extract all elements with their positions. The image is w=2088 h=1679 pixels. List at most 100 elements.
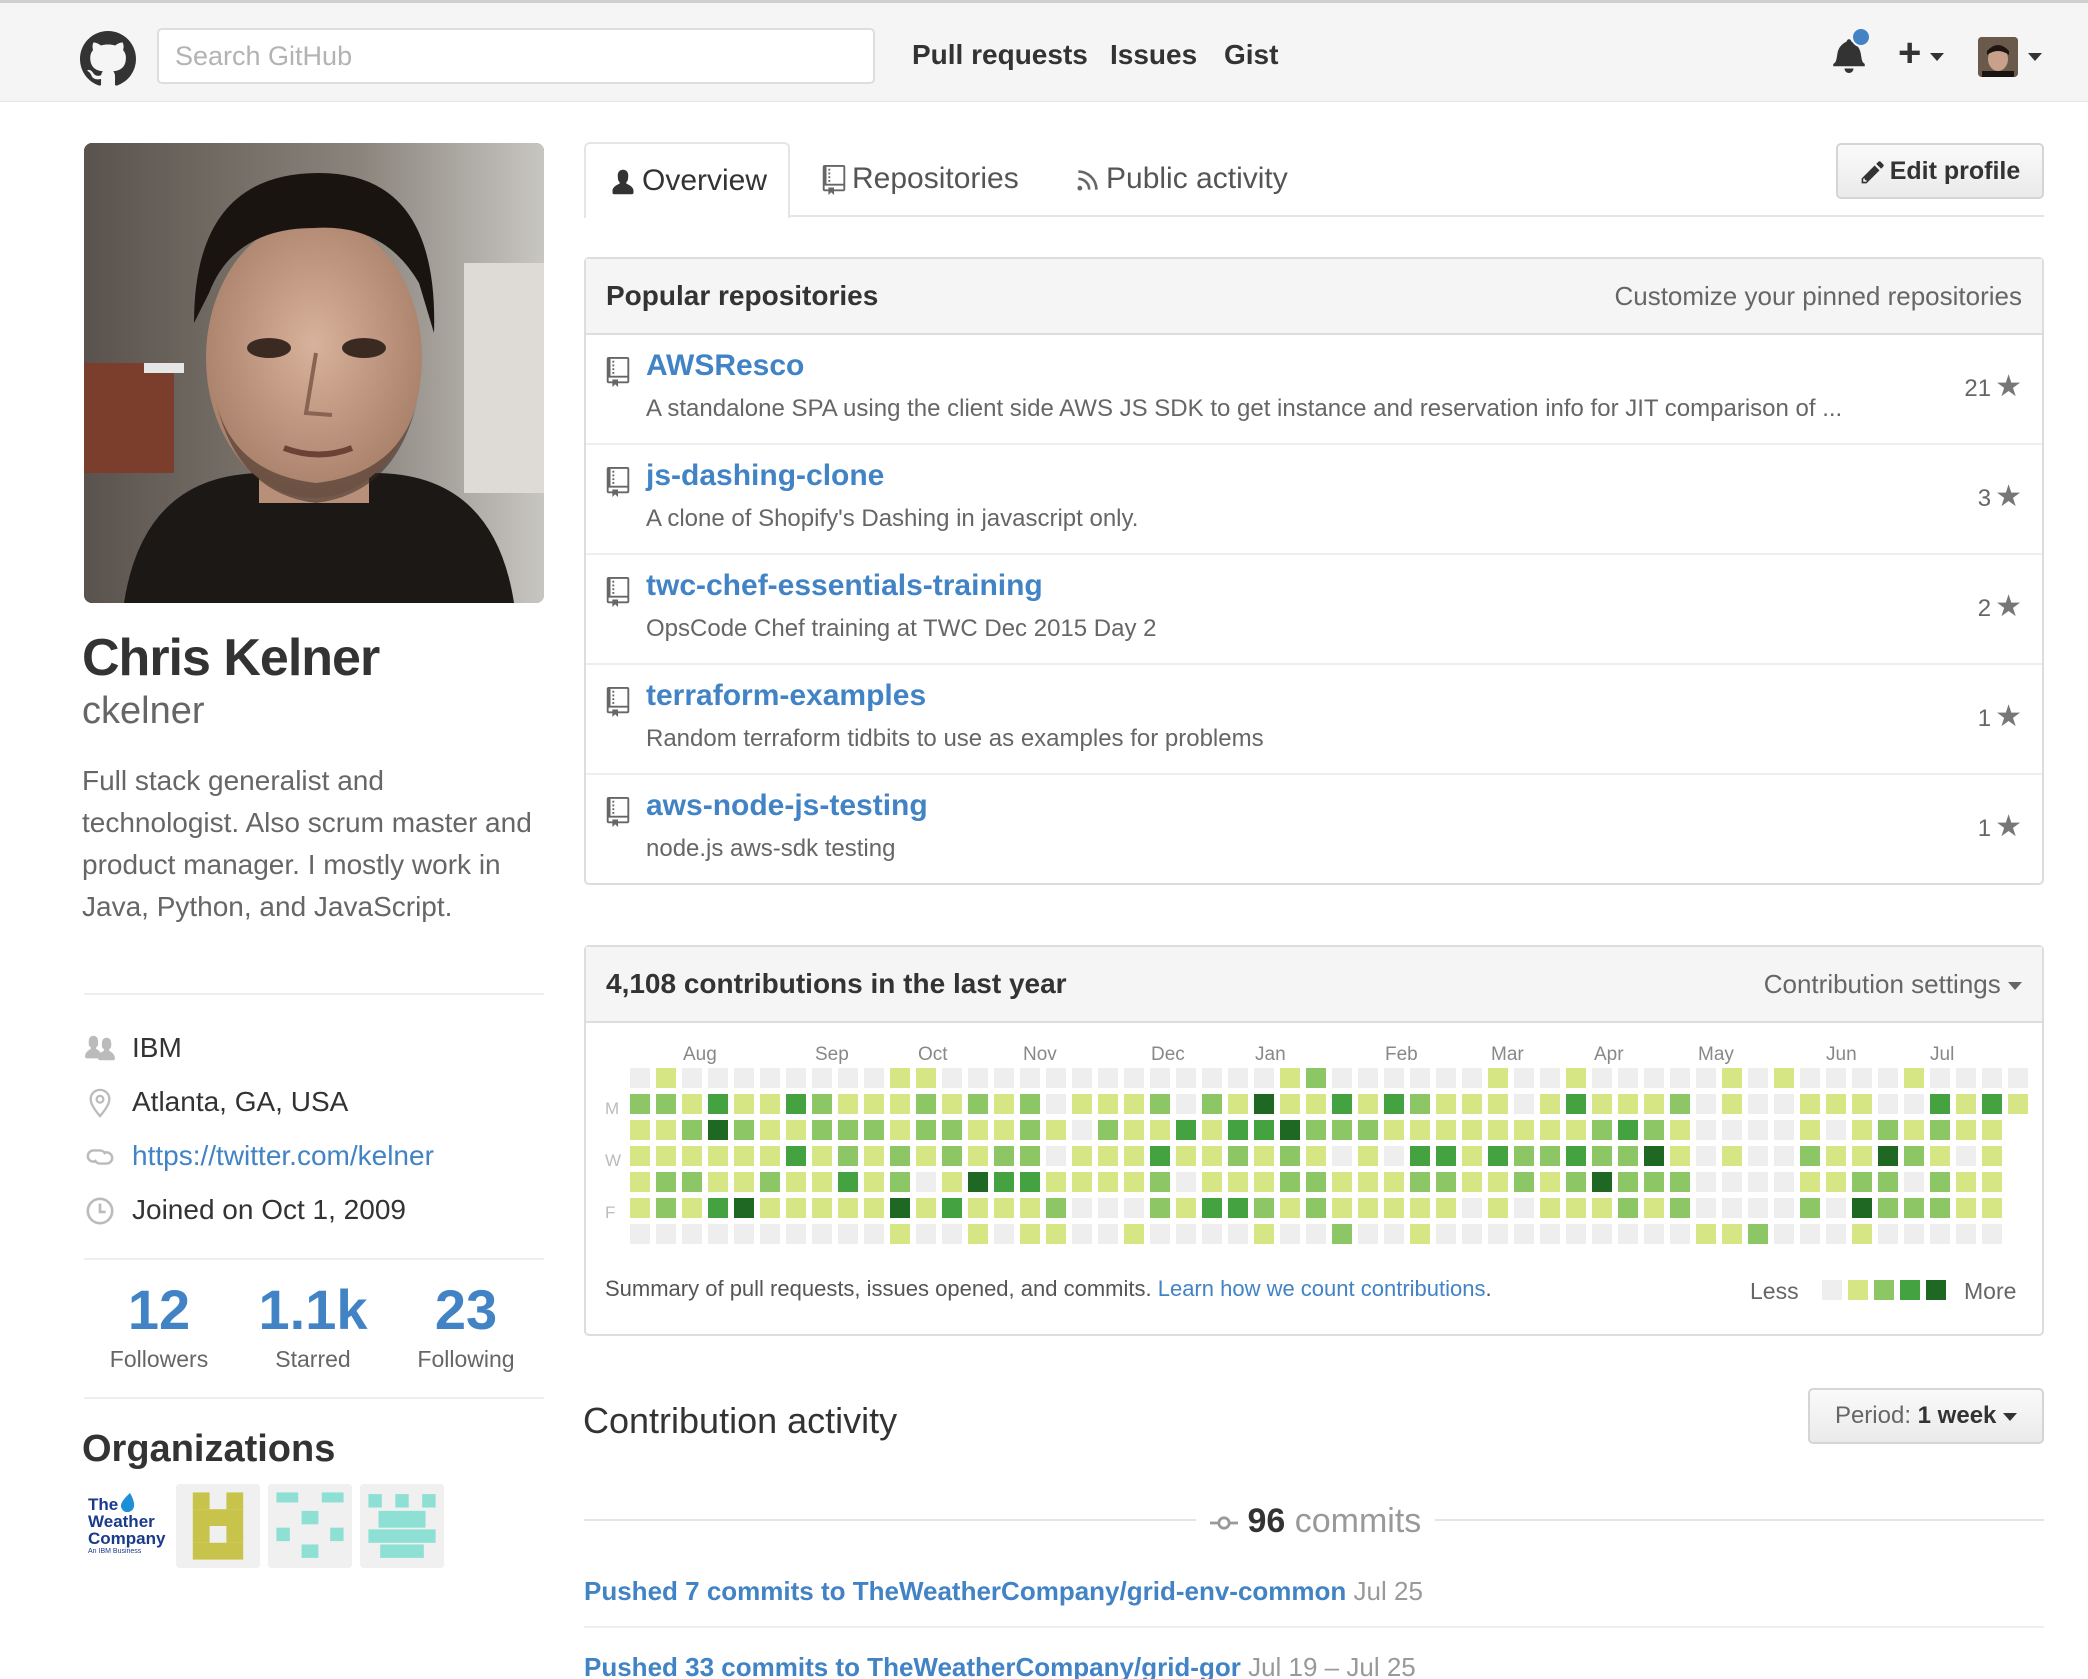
calendar-day-cell[interactable] <box>1332 1120 1352 1140</box>
calendar-day-cell[interactable] <box>786 1198 806 1218</box>
repo-stars[interactable]: 2 ★ <box>1978 589 2022 624</box>
calendar-day-cell[interactable] <box>1384 1146 1404 1166</box>
calendar-day-cell[interactable] <box>1956 1094 1976 1114</box>
calendar-day-cell[interactable] <box>1254 1172 1274 1192</box>
following-stat[interactable]: 23 Following <box>391 1278 541 1373</box>
calendar-day-cell[interactable] <box>1540 1198 1560 1218</box>
calendar-day-cell[interactable] <box>1670 1146 1690 1166</box>
calendar-day-cell[interactable] <box>1956 1120 1976 1140</box>
push-event[interactable]: Pushed 7 commits to TheWeatherCompany/gr… <box>584 1576 1423 1607</box>
calendar-day-cell[interactable] <box>1618 1198 1638 1218</box>
calendar-day-cell[interactable] <box>1644 1094 1664 1114</box>
calendar-day-cell[interactable] <box>1592 1068 1612 1088</box>
calendar-day-cell[interactable] <box>1254 1094 1274 1114</box>
calendar-day-cell[interactable] <box>1072 1146 1092 1166</box>
calendar-day-cell[interactable] <box>1254 1146 1274 1166</box>
calendar-day-cell[interactable] <box>708 1146 728 1166</box>
calendar-day-cell[interactable] <box>1878 1224 1898 1244</box>
calendar-day-cell[interactable] <box>1488 1094 1508 1114</box>
calendar-day-cell[interactable] <box>1670 1224 1690 1244</box>
calendar-day-cell[interactable] <box>916 1094 936 1114</box>
calendar-day-cell[interactable] <box>1774 1172 1794 1192</box>
calendar-day-cell[interactable] <box>2008 1094 2028 1114</box>
calendar-day-cell[interactable] <box>1566 1120 1586 1140</box>
calendar-day-cell[interactable] <box>812 1172 832 1192</box>
calendar-day-cell[interactable] <box>1098 1068 1118 1088</box>
calendar-day-cell[interactable] <box>1358 1094 1378 1114</box>
chevron-down-icon[interactable] <box>2028 53 2042 61</box>
calendar-day-cell[interactable] <box>1852 1068 1872 1088</box>
calendar-day-cell[interactable] <box>1410 1094 1430 1114</box>
calendar-day-cell[interactable] <box>1176 1198 1196 1218</box>
calendar-day-cell[interactable] <box>1618 1068 1638 1088</box>
calendar-day-cell[interactable] <box>994 1198 1014 1218</box>
calendar-day-cell[interactable] <box>1436 1146 1456 1166</box>
calendar-day-cell[interactable] <box>786 1120 806 1140</box>
calendar-day-cell[interactable] <box>1462 1120 1482 1140</box>
calendar-day-cell[interactable] <box>1592 1094 1612 1114</box>
calendar-day-cell[interactable] <box>682 1146 702 1166</box>
calendar-day-cell[interactable] <box>734 1068 754 1088</box>
repo-stars[interactable]: 3 ★ <box>1978 479 2022 514</box>
calendar-day-cell[interactable] <box>1202 1198 1222 1218</box>
calendar-day-cell[interactable] <box>1800 1224 1820 1244</box>
calendar-day-cell[interactable] <box>1176 1068 1196 1088</box>
calendar-day-cell[interactable] <box>1930 1120 1950 1140</box>
calendar-day-cell[interactable] <box>1358 1224 1378 1244</box>
tab-public-activity[interactable]: Public activity <box>1076 142 1288 216</box>
calendar-day-cell[interactable] <box>1384 1120 1404 1140</box>
calendar-day-cell[interactable] <box>1306 1172 1326 1192</box>
calendar-day-cell[interactable] <box>1878 1172 1898 1192</box>
calendar-day-cell[interactable] <box>656 1172 676 1192</box>
calendar-day-cell[interactable] <box>1072 1198 1092 1218</box>
calendar-day-cell[interactable] <box>1540 1120 1560 1140</box>
calendar-day-cell[interactable] <box>1826 1094 1846 1114</box>
learn-contributions-link[interactable]: Learn how we count contributions <box>1157 1276 1486 1301</box>
calendar-day-cell[interactable] <box>1982 1172 2002 1192</box>
calendar-day-cell[interactable] <box>1774 1198 1794 1218</box>
calendar-day-cell[interactable] <box>1202 1068 1222 1088</box>
calendar-day-cell[interactable] <box>1254 1224 1274 1244</box>
calendar-day-cell[interactable] <box>1228 1224 1248 1244</box>
calendar-day-cell[interactable] <box>1020 1146 1040 1166</box>
calendar-day-cell[interactable] <box>708 1120 728 1140</box>
website-link[interactable]: https://twitter.com/kelner <box>132 1140 434 1171</box>
notification-bell-icon[interactable] <box>1832 37 1866 73</box>
calendar-day-cell[interactable] <box>682 1068 702 1088</box>
calendar-day-cell[interactable] <box>890 1068 910 1088</box>
calendar-day-cell[interactable] <box>760 1094 780 1114</box>
calendar-day-cell[interactable] <box>1826 1172 1846 1192</box>
calendar-day-cell[interactable] <box>916 1198 936 1218</box>
nav-issues[interactable]: Issues <box>1110 39 1198 70</box>
calendar-day-cell[interactable] <box>1982 1146 2002 1166</box>
search-input[interactable] <box>157 28 875 84</box>
contribution-settings-dropdown[interactable]: Contribution settings <box>1764 969 2022 1000</box>
calendar-day-cell[interactable] <box>916 1172 936 1192</box>
calendar-day-cell[interactable] <box>864 1198 884 1218</box>
calendar-day-cell[interactable] <box>1852 1094 1872 1114</box>
calendar-day-cell[interactable] <box>1930 1198 1950 1218</box>
calendar-day-cell[interactable] <box>942 1120 962 1140</box>
calendar-day-cell[interactable] <box>994 1120 1014 1140</box>
repo-stars[interactable]: 1 ★ <box>1978 699 2022 734</box>
repo-name-link[interactable]: terraform-examples <box>646 679 927 712</box>
repo-name-link[interactable]: AWSResco <box>646 349 805 382</box>
calendar-day-cell[interactable] <box>1826 1068 1846 1088</box>
calendar-day-cell[interactable] <box>1566 1224 1586 1244</box>
calendar-day-cell[interactable] <box>1618 1224 1638 1244</box>
tab-overview[interactable]: Overview <box>584 142 790 218</box>
calendar-day-cell[interactable] <box>1358 1120 1378 1140</box>
calendar-day-cell[interactable] <box>682 1172 702 1192</box>
calendar-day-cell[interactable] <box>1696 1198 1716 1218</box>
calendar-day-cell[interactable] <box>1540 1068 1560 1088</box>
calendar-day-cell[interactable] <box>968 1198 988 1218</box>
calendar-day-cell[interactable] <box>1332 1224 1352 1244</box>
calendar-day-cell[interactable] <box>1228 1068 1248 1088</box>
calendar-day-cell[interactable] <box>1228 1198 1248 1218</box>
calendar-day-cell[interactable] <box>1306 1146 1326 1166</box>
calendar-day-cell[interactable] <box>1072 1068 1092 1088</box>
calendar-day-cell[interactable] <box>1696 1146 1716 1166</box>
calendar-day-cell[interactable] <box>1410 1146 1430 1166</box>
calendar-day-cell[interactable] <box>1644 1198 1664 1218</box>
calendar-day-cell[interactable] <box>1462 1198 1482 1218</box>
